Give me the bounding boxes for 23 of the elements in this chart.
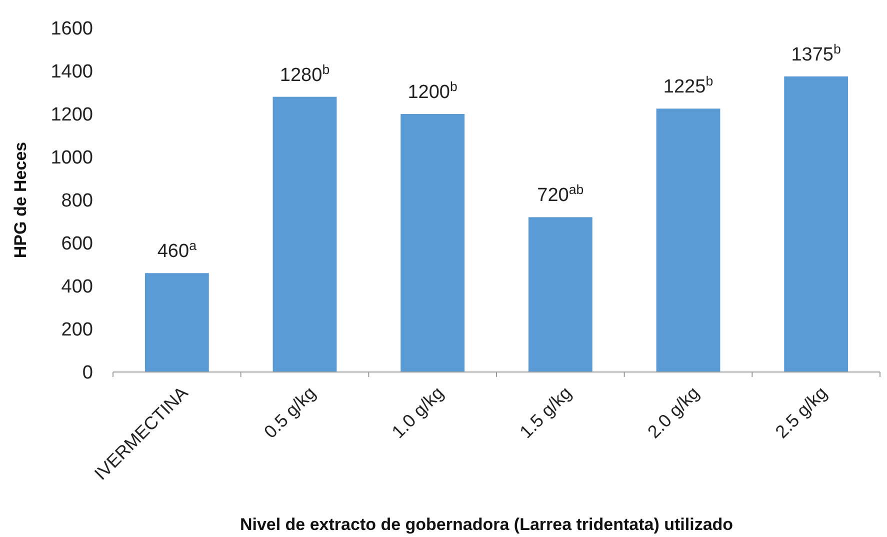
bar: [528, 217, 592, 372]
data-label: 460$^{a}$: [157, 238, 198, 262]
data-label: 1280$^{b}$: [280, 61, 330, 86]
bar: [784, 76, 848, 372]
data-label: 1375$^{b}$: [791, 40, 841, 66]
bar: [656, 108, 720, 372]
y-tick-label: 1000: [50, 148, 93, 169]
data-label: 1200$^{b}$: [408, 78, 458, 103]
y-tick-label: 400: [61, 276, 93, 298]
bar: [272, 96, 337, 372]
y-tick-label: 800: [61, 190, 93, 212]
y-tick-label: 1400: [50, 62, 93, 83]
data-label: 720$^{ab}$: [537, 182, 584, 206]
y-tick-label: 600: [61, 234, 93, 255]
y-tick-label: 200: [61, 320, 93, 341]
y-axis-title: HPG de Heces: [11, 142, 30, 258]
bar: [400, 114, 465, 372]
y-tick-label: 1600: [50, 18, 93, 40]
y-tick-label: 1200: [50, 104, 93, 126]
x-axis-title: Nivel de extracto de gobernadora (Larrea tridentata) utilizado: [240, 515, 734, 534]
y-tick-label: 0: [82, 362, 93, 384]
bar: [144, 273, 209, 372]
data-label: 1225$^{b}$: [663, 73, 714, 98]
